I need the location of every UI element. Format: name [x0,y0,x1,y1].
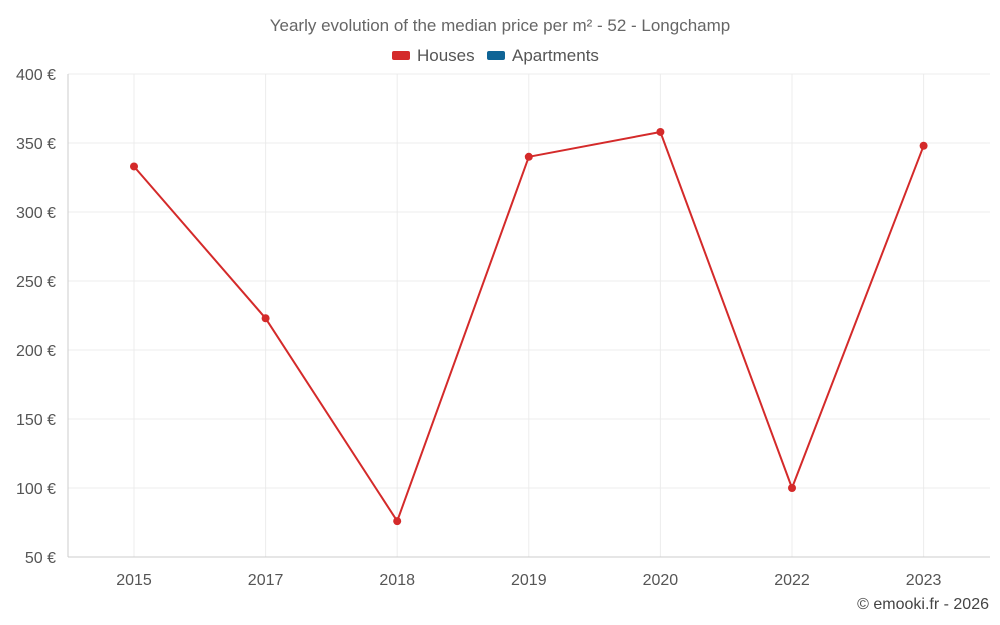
data-point-houses[interactable]: 2022: 100 € [788,484,796,492]
x-tick-label: 2023 [906,572,942,589]
data-point-houses[interactable]: 2023: 348 € [919,141,928,150]
y-tick-label: 250 € [16,274,56,291]
data-point-houses[interactable]: 2020: 358 € [656,127,665,136]
x-tick-label: 2019 [511,572,547,589]
legend-swatch-houses [392,51,410,60]
data-point-houses[interactable]: 2018: 76 € [393,517,402,526]
data-point-houses[interactable]: 2015: 333 € [130,162,138,171]
data-point-houses[interactable]: 2017: 223 € [261,314,270,323]
axes: 50 € 100 € 150 € 200 € 250 € 300 € 350 € 400 € 2… [16,67,990,589]
y-tick-label: 100 € [16,481,56,498]
legend-swatch-apartments [487,51,505,60]
y-tick-label: 200 € [16,343,56,360]
y-tick-label: 400 € [16,67,56,84]
legend: Houses Apartments [392,46,599,65]
y-tick-label: 300 € [16,205,56,222]
credit-text: © emooki.fr - 2026 [857,596,989,613]
x-tick-label: 2020 [643,572,679,589]
x-tick-label: 2018 [379,572,415,589]
legend-label-apartments: Apartments [512,46,599,65]
chart-title: Yearly evolution of the median price per… [270,16,731,35]
y-tick-label: 150 € [16,412,56,429]
data-point-houses[interactable]: 2019: 340 € [524,152,533,161]
x-tick-label: 2022 [774,572,810,589]
grid [68,73,990,557]
legend-item-apartments[interactable]: Apartments [487,46,599,65]
x-tick-label: 2017 [248,572,284,589]
legend-item-houses[interactable]: Houses [392,46,475,65]
series-layer: 2015: 333 € 2017: 223 € 2018: 76 € 2019: 34… [130,127,928,526]
y-tick-label: 350 € [16,136,56,153]
legend-label-houses: Houses [417,46,475,65]
y-tick-label: 50 € [25,550,56,567]
x-tick-label: 2015 [116,572,152,589]
